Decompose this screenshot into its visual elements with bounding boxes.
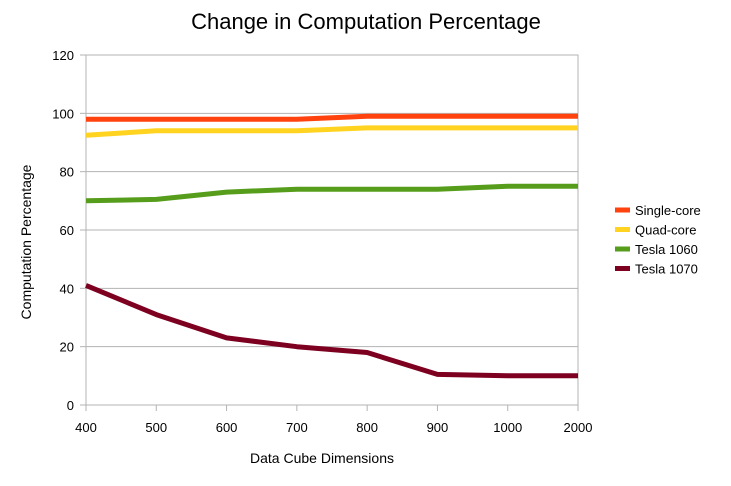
- x-tick-label: 400: [75, 420, 97, 435]
- y-tick-label: 20: [60, 340, 74, 355]
- series-lines: [85, 113, 578, 379]
- x-tick-label: 500: [145, 420, 167, 435]
- series-line-single-core: [86, 113, 578, 122]
- x-tick-label: 800: [356, 420, 378, 435]
- y-tick-label: 120: [52, 48, 74, 63]
- legend-label: Tesla 1060: [635, 242, 698, 257]
- legend-label: Tesla 1070: [635, 262, 698, 277]
- y-tick-label: 40: [60, 281, 74, 296]
- series-line-tesla-1060: [85, 183, 578, 204]
- x-tick-label: 700: [286, 420, 308, 435]
- legend-label: Quad-core: [635, 223, 696, 238]
- x-tick-label: 900: [427, 420, 449, 435]
- y-tick-label: 60: [60, 223, 74, 238]
- chart-title: Change in Computation Percentage: [191, 9, 541, 34]
- x-tick-label: 1000: [493, 420, 522, 435]
- x-axis-ticks: 400 500 600 700 800 900 1000 2000: [75, 405, 592, 435]
- y-tick-label: 0: [67, 398, 74, 413]
- y-axis-label: Computation Percentage: [18, 164, 34, 319]
- legend-label: Single-core: [635, 203, 701, 218]
- y-tick-label: 100: [52, 106, 74, 121]
- series-line-quad-core: [85, 125, 578, 138]
- series-line-tesla-1070: [85, 283, 578, 379]
- legend: Single-core Quad-core Tesla 1060 Tesla 1070: [615, 203, 701, 277]
- y-axis-ticks: 0 20 40 60 80 100 120: [52, 48, 86, 413]
- y-tick-label: 80: [60, 165, 74, 180]
- x-tick-label: 600: [216, 420, 238, 435]
- x-axis-label: Data Cube Dimensions: [250, 450, 394, 466]
- x-tick-label: 2000: [564, 420, 593, 435]
